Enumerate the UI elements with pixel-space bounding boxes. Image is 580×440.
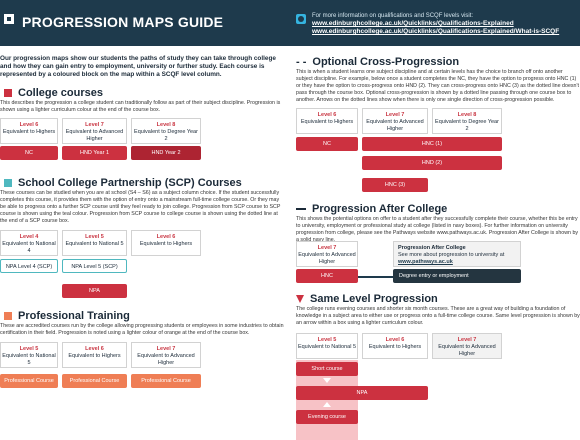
course-bar: NC [296,137,358,151]
level-column: Level 5 Equivalent to National 5 [0,342,58,368]
level-column: Level 8 Equivalent to Degree Year 2 [432,108,502,134]
qualifications-link[interactable]: www.edinburghcollege.ac.uk/Quicklinks/Qu… [312,20,514,27]
course-bar: HNC [296,269,358,283]
course-bar: NPA [62,284,127,298]
intro-text: Our progression maps show our students t… [0,55,276,78]
course-bar: HND Year 1 [62,146,127,160]
header-info: For more information on qualifications a… [312,12,559,36]
level-column: Level 6 Equivalent to Highers [62,342,127,368]
degree-bar: Degree entry or employment [393,269,521,283]
orange-square-icon [4,312,12,320]
page-title: PROGRESSION MAPS GUIDE [22,14,224,30]
same-level-heading: Same Level Progression [296,293,438,305]
course-bar: NPA [296,386,428,400]
course-bar: NC [0,146,58,160]
level-column: Level 6 Equivalent to Highers [296,108,358,134]
college-courses-text: This describes the progression a college… [0,100,281,113]
cross-progression-text: This is when a student learns one subjec… [296,69,579,103]
professional-text: These are accredited courses run by the … [0,323,284,336]
level-column: Level 6 Equivalent to Highers [362,333,428,359]
after-college-text: This shows the potential options on offe… [296,216,579,243]
course-bar: Professional Course [0,374,58,388]
progression-info-box: Progression After College See more about … [393,241,521,267]
course-bar: Evening course [296,410,358,424]
course-bar: HND Year 2 [131,146,201,160]
progression-line [358,276,393,278]
level-column: Level 4 Equivalent to National 4 [0,230,58,256]
info-text: For more information on qualifications a… [312,13,474,19]
course-bar: HNC (1) [362,137,502,151]
scqf-link[interactable]: www.edinburghcollege.ac.uk/Quicklinks/Qu… [312,28,560,35]
red-square-icon [4,89,12,97]
cross-progression-heading: - - Optional Cross-Progression [296,56,460,68]
scp-heading: School College Partnership (SCP) Courses [4,177,242,189]
course-bar: Professional Course [62,374,127,388]
level-column: Level 6 Equivalent to Highers [131,230,201,256]
solid-line-icon [296,208,306,210]
course-bar: Professional Course [131,374,201,388]
level-column: Level 5 Equivalent to National 5 [296,333,358,359]
level-column: Level 8 Equivalent to Degree Year 2 [131,118,201,144]
down-arrow-icon [323,378,331,383]
logo-icon [4,14,14,24]
level-column: Level 5 Equivalent to National 5 [62,230,127,256]
college-courses-heading: College courses [4,87,103,99]
scp-course-bar: NPA Level 5 (SCP) [62,259,127,273]
scp-course-bar: NPA Level 4 (SCP) [0,259,58,273]
level-column: Level 7 Equivalent to Advanced Higher [131,342,201,368]
header-banner: PROGRESSION MAPS GUIDE For more informat… [0,0,580,46]
teal-square-icon [4,179,12,187]
up-arrow-icon [323,402,331,407]
same-level-text: The college runs evening courses and sho… [296,306,580,326]
down-arrow-icon [296,295,304,303]
course-bar: Short course [296,362,358,376]
info-link-icon [296,14,306,24]
level-column: Level 7 Equivalent to Advanced Higher [432,333,502,359]
level-column: Level 7 Equivalent to Advanced Higher [62,118,127,144]
professional-heading: Professional Training [4,310,130,322]
after-college-heading: Progression After College [296,203,447,215]
course-bar: HND (2) [362,156,502,170]
scp-text: These courses can be studied when you ar… [0,190,281,224]
level-column: Level 6 Equivalent to Highers [0,118,58,144]
level-column: Level 7 Equivalent to Advanced Higher [362,108,428,134]
pathways-link[interactable]: www.pathways.ac.uk [398,259,453,265]
course-bar: HNC (3) [362,178,428,192]
level-column: Level 7 Equivalent to Advanced Higher [296,241,358,267]
